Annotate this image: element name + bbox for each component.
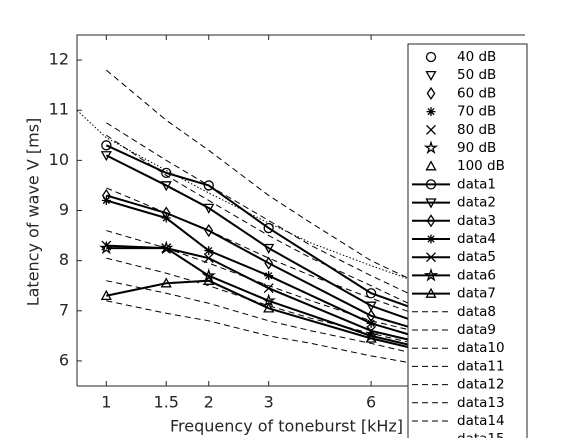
legend-label: data3 xyxy=(457,213,496,229)
legend-marker xyxy=(426,124,436,135)
data-point xyxy=(365,288,377,299)
legend-label: data10 xyxy=(457,340,505,356)
series-line xyxy=(77,109,414,282)
legend-label: 80 dB xyxy=(457,122,496,138)
series-line xyxy=(106,247,414,347)
data-point xyxy=(203,180,214,191)
series-line xyxy=(105,144,414,310)
y-tick-label: 10 xyxy=(49,150,69,169)
data-point xyxy=(160,181,172,192)
data-point xyxy=(365,332,377,343)
legend-marker xyxy=(426,252,436,263)
axes: 6 7 8 9 10 11 12 1 1.5 2 3 6 xyxy=(49,34,525,412)
legend-marker xyxy=(425,198,437,209)
data-point xyxy=(203,253,214,264)
legend-marker xyxy=(426,86,436,100)
legend-marker xyxy=(425,51,437,63)
legend-marker xyxy=(425,287,437,298)
legend-label: data13 xyxy=(457,395,505,411)
data-point xyxy=(203,203,215,214)
legend: 40 dB 50 dB 60 dB 70 dB 80 dB 90 dB 100 dB data… xyxy=(407,43,528,438)
plot-area xyxy=(77,69,421,364)
x-tick-label: 6 xyxy=(366,393,376,412)
legend-label: data8 xyxy=(457,304,496,320)
y-tick-label: 12 xyxy=(49,50,69,69)
data-point xyxy=(161,213,171,223)
data-point xyxy=(203,274,215,285)
series-line xyxy=(106,280,414,354)
data-point xyxy=(100,289,112,300)
y-tick-label: 7 xyxy=(59,300,69,319)
legend-marker xyxy=(423,140,439,155)
legend-label: data4 xyxy=(457,231,496,247)
series-line xyxy=(106,279,414,350)
data-point xyxy=(159,240,174,255)
y-tick-label: 9 xyxy=(59,200,69,219)
x-tick-label: 1 xyxy=(101,393,111,412)
legend-marker xyxy=(425,160,437,171)
legend-label: data9 xyxy=(457,322,496,338)
series-line xyxy=(106,300,414,364)
legend-marker xyxy=(426,214,436,228)
x-axis-label: Frequency of toneburst [kHz] xyxy=(170,417,403,436)
legend-marker xyxy=(426,107,436,117)
legend-marker xyxy=(423,267,439,282)
legend-label: 90 dB xyxy=(457,140,496,156)
series-line xyxy=(106,194,414,330)
legend-label: 50 dB xyxy=(457,67,496,83)
data-point xyxy=(204,246,214,256)
data-point xyxy=(201,268,216,282)
y-axis-label: Latency of wave V [ms] xyxy=(24,118,43,307)
legend-label: data12 xyxy=(457,377,505,393)
legend-marker xyxy=(425,70,437,82)
data-point xyxy=(263,283,274,294)
x-tick-label: 2 xyxy=(204,393,214,412)
y-tick-label: 6 xyxy=(59,350,69,369)
legend-label: 100 dB xyxy=(457,158,505,174)
legend-label: data11 xyxy=(457,358,505,374)
series-line xyxy=(105,154,414,322)
legend-marker xyxy=(425,179,437,190)
data-point xyxy=(264,271,274,281)
data-point xyxy=(160,277,172,288)
series-line xyxy=(106,199,414,337)
legend-label: data7 xyxy=(457,286,496,302)
data-point xyxy=(101,195,111,205)
x-tick-label: 3 xyxy=(264,393,274,412)
data-point xyxy=(263,302,275,313)
legend-label: data6 xyxy=(457,267,496,283)
series-line xyxy=(106,257,414,344)
legend-label: data15 xyxy=(457,431,505,438)
data-point xyxy=(263,222,274,234)
series-line xyxy=(106,230,414,332)
data-point xyxy=(366,318,376,328)
data-point xyxy=(263,243,275,254)
legend-label: data5 xyxy=(457,249,496,265)
legend-marker xyxy=(426,234,436,244)
legend-label: 40 dB xyxy=(457,49,496,65)
x-tick-label: 1.5 xyxy=(154,393,179,412)
legend-label: data14 xyxy=(457,413,505,429)
data-point xyxy=(365,301,377,312)
y-tick-label: 11 xyxy=(49,100,69,119)
legend-box xyxy=(407,43,528,438)
series-line xyxy=(106,69,414,282)
legend-label: 70 dB xyxy=(457,104,496,120)
data-point xyxy=(204,223,214,238)
data-point xyxy=(264,256,274,270)
y-tick-label: 8 xyxy=(59,250,69,269)
series-line xyxy=(106,122,414,297)
legend-label: 60 dB xyxy=(457,85,496,101)
series-line xyxy=(106,187,414,314)
legend-label: data1 xyxy=(457,176,496,192)
data-point xyxy=(101,140,112,151)
series-line xyxy=(106,134,414,307)
data-point xyxy=(161,167,172,179)
data-point xyxy=(99,240,114,255)
legend-label: data2 xyxy=(457,195,496,211)
data-point xyxy=(100,151,112,162)
